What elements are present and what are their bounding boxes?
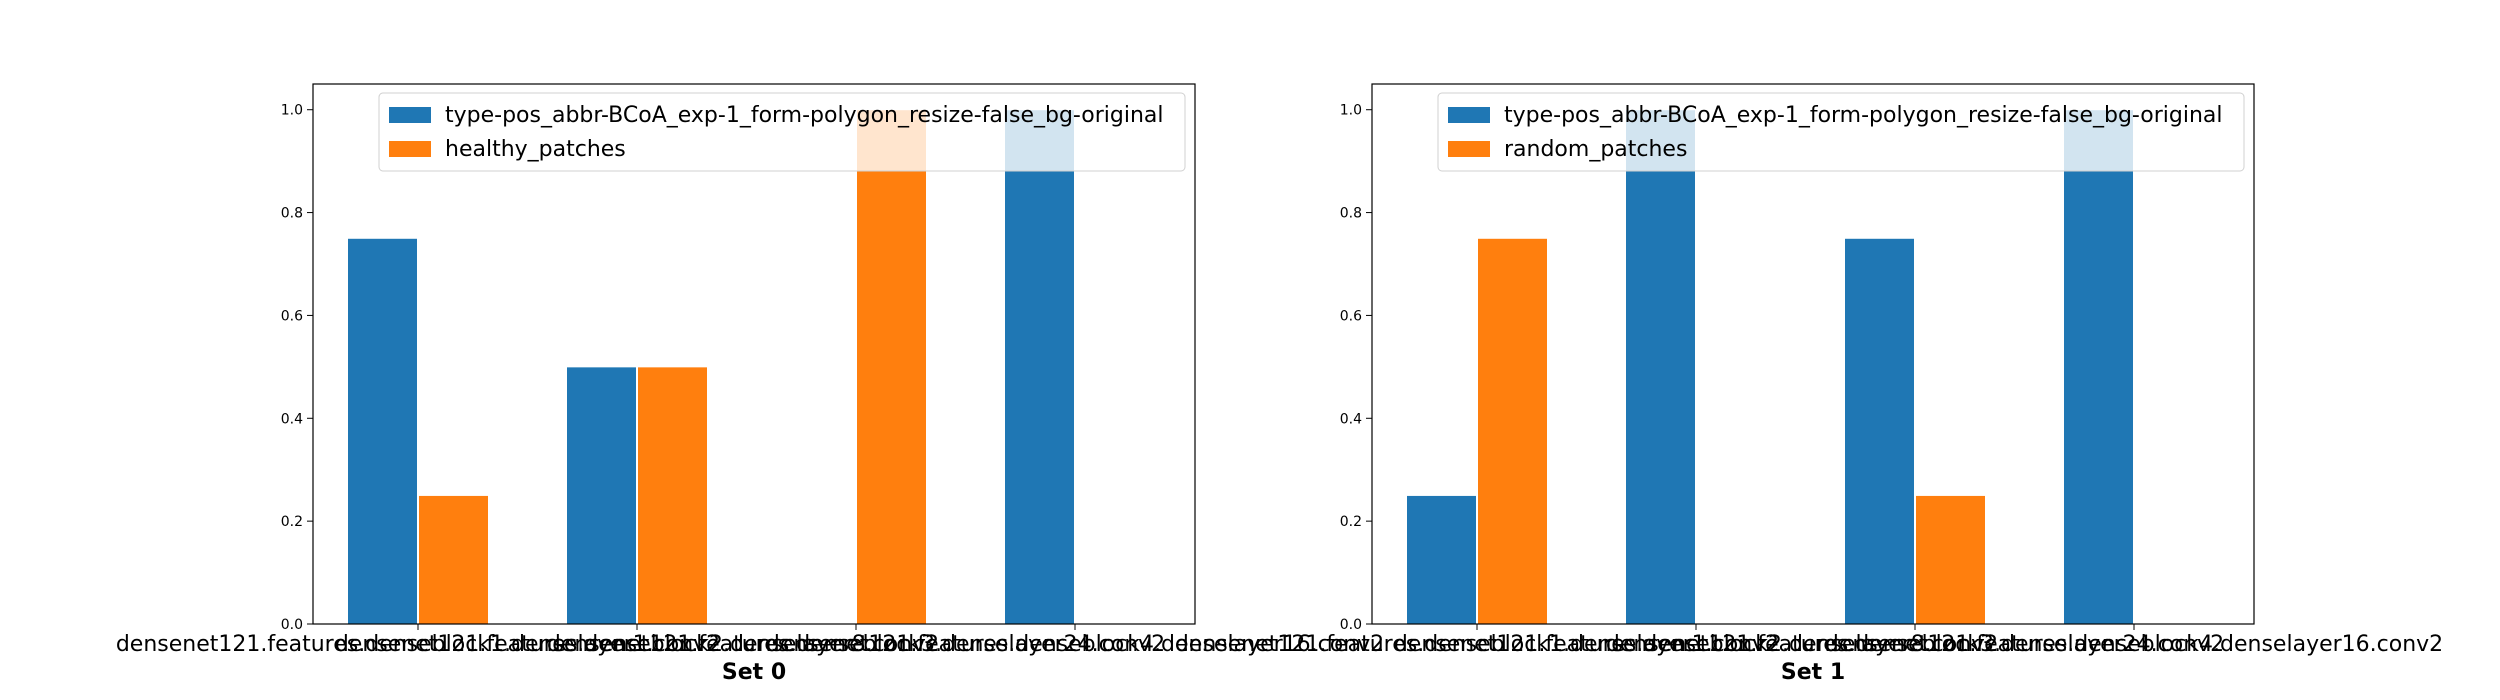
bar-1-0 <box>418 494 489 625</box>
bar-1-0 <box>1477 237 1548 625</box>
x-tick-label: densenet121.features.denseblock3.densela… <box>547 632 1165 657</box>
bar-1-2 <box>1915 494 1986 625</box>
x-axis-label: Set 1 <box>1781 660 1845 685</box>
x-tick-label: densenet121.features.denseblock2.densela… <box>1394 632 1998 657</box>
legend-label-1: random_patches <box>1504 137 1687 162</box>
y-tick-label: 1.0 <box>281 103 303 119</box>
bar-0-0 <box>347 237 418 625</box>
x-tick-label: densenet121.features.denseblock4.densela… <box>1825 632 2443 657</box>
x-tick-label: densenet121.features.denseblock3.densela… <box>1606 632 2224 657</box>
legend-label-0: type-pos_abbr-BCoA_exp-1_form-polygon_re… <box>445 103 1164 128</box>
bar-1-2 <box>856 109 927 625</box>
bar-0-3 <box>1004 109 1075 625</box>
legend: type-pos_abbr-BCoA_exp-1_form-polygon_re… <box>1437 92 2245 172</box>
legend-label-1: healthy_patches <box>445 137 626 162</box>
chart-panel-1: 0.0 0.2 0.4 0.6 0.8 1.0 densenet121.features.d… <box>1175 83 2443 685</box>
y-tick-label: 0.2 <box>281 514 303 530</box>
y-tick-label: 0.6 <box>281 308 303 324</box>
axes-frame <box>312 83 1196 625</box>
y-tick-label: 1.0 <box>1340 103 1362 119</box>
y-tick-label: 0.2 <box>1340 514 1362 530</box>
legend-swatch-1 <box>1448 141 1490 157</box>
chart-panel-0: 0.0 0.2 0.4 0.6 0.8 1.0 densenet121.features.d… <box>116 83 1384 685</box>
x-tick-label: densenet121.features.denseblock2.densela… <box>335 632 939 657</box>
y-tick-label: 0.6 <box>1340 308 1362 324</box>
legend-box <box>378 92 1186 172</box>
x-tick-label: densenet121.features.denseblock1.densela… <box>1175 632 1779 657</box>
legend-swatch-0 <box>1448 107 1490 123</box>
axes-frame <box>1371 83 2255 625</box>
bar-0-1 <box>566 366 637 625</box>
y-tick-label: 0.0 <box>281 617 303 633</box>
y-tick-label: 0.4 <box>1340 411 1362 427</box>
y-tick-label: 0.0 <box>1340 617 1362 633</box>
legend-box <box>1437 92 2245 172</box>
x-tick-label: densenet121.features.denseblock4.densela… <box>766 632 1384 657</box>
x-axis-label: Set 0 <box>722 660 786 685</box>
legend-swatch-1 <box>389 141 431 157</box>
y-tick-label: 0.8 <box>1340 206 1362 222</box>
y-tick-label: 0.4 <box>281 411 303 427</box>
legend-label-0: type-pos_abbr-BCoA_exp-1_form-polygon_re… <box>1504 103 2223 128</box>
legend-swatch-0 <box>389 107 431 123</box>
bar-0-0 <box>1406 494 1477 625</box>
legend: type-pos_abbr-BCoA_exp-1_form-polygon_re… <box>378 92 1186 172</box>
bar-0-1 <box>1625 109 1696 625</box>
bar-0-3 <box>2063 109 2134 625</box>
bar-0-2 <box>1844 237 1915 625</box>
bar-1-1 <box>637 366 708 625</box>
y-tick-label: 0.8 <box>281 206 303 222</box>
x-tick-label: densenet121.features.denseblock1.densela… <box>116 632 720 657</box>
